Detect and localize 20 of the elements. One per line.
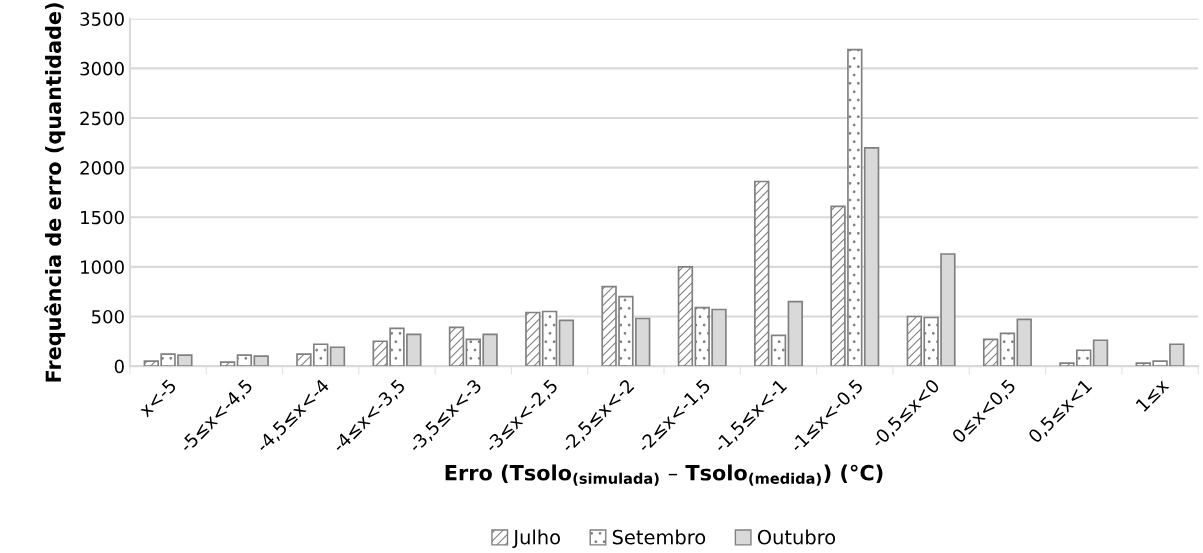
- y-tick-label: 2000: [80, 161, 124, 175]
- y-tick-label: 1500: [81, 210, 124, 225]
- y-tick-label: 3500: [80, 12, 124, 26]
- bar: [754, 180, 770, 367]
- y-tick-label: 1000: [81, 260, 124, 274]
- legend-label: Outubro: [757, 529, 836, 545]
- bar: [770, 334, 787, 367]
- bar: [999, 332, 1016, 367]
- bar: [219, 361, 236, 367]
- legend-label: Setembro: [612, 529, 706, 545]
- y-axis-title: Frequência de erro (quantidade): [44, 3, 66, 382]
- legend-label: Julho: [512, 529, 560, 549]
- bar: [677, 266, 694, 367]
- y-tick-label: 0: [114, 359, 124, 374]
- bar: [982, 338, 999, 367]
- y-tick-label: 3000: [80, 61, 124, 76]
- y-tick-label: 500: [91, 309, 124, 324]
- bar: [448, 326, 465, 367]
- y-tick-label: 2500: [80, 111, 124, 126]
- x-axis-title: Erro (Tsolo$_{(simulada)}$ – Tsolo$_{(medida)}$) (°C): [445, 464, 883, 486]
